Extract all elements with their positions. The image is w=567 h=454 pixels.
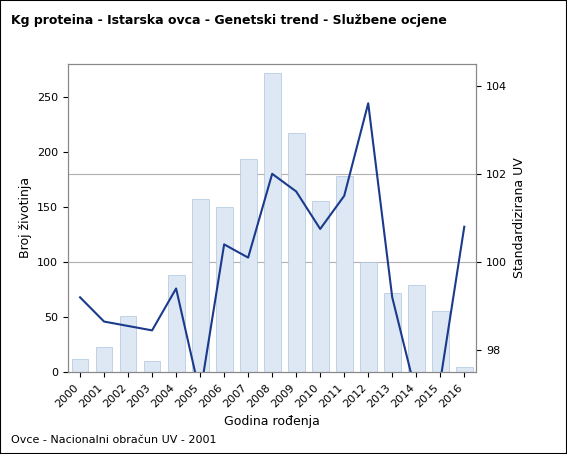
Bar (408, 285, 425, 372)
Text: Kg proteina - Istarska ovca - Genetski trend - Službene ocjene: Kg proteina - Istarska ovca - Genetski t… (11, 14, 447, 27)
Bar (215, 207, 232, 372)
Bar (192, 199, 209, 372)
Bar (312, 202, 329, 372)
Bar (71, 359, 88, 372)
Bar (264, 74, 281, 372)
Bar (240, 159, 256, 372)
Bar (96, 347, 112, 372)
Bar (168, 275, 184, 372)
Bar (456, 367, 473, 372)
Text: Ovce - Nacionalni obračun UV - 2001: Ovce - Nacionalni obračun UV - 2001 (11, 435, 217, 445)
Bar (288, 133, 304, 372)
Bar (384, 293, 401, 372)
Bar (143, 361, 160, 372)
Y-axis label: Standardizirana UV: Standardizirana UV (513, 158, 526, 278)
X-axis label: Godina rođenja: Godina rođenja (224, 415, 320, 428)
Y-axis label: Broj životinja: Broj životinja (19, 178, 32, 258)
Bar (360, 262, 376, 372)
Bar (432, 311, 448, 372)
Bar (120, 316, 137, 372)
Bar (336, 176, 353, 372)
